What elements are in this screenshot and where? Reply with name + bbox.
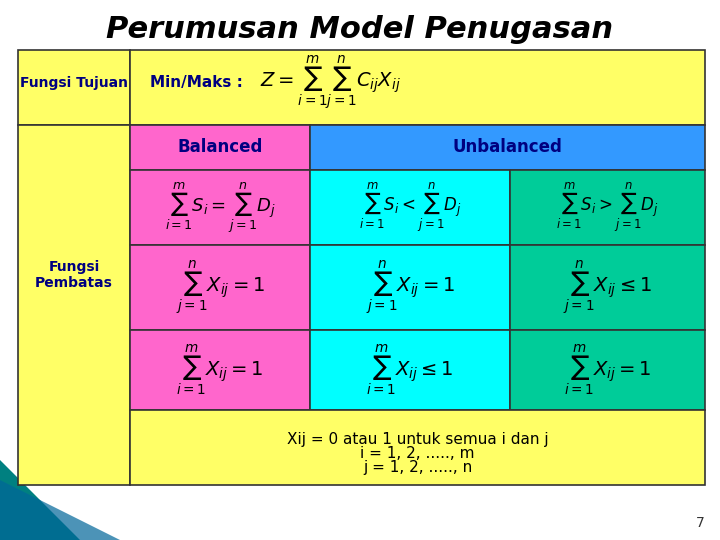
FancyBboxPatch shape <box>18 50 130 125</box>
Text: $\sum_{i=1}^{m} S_i > \sum_{j=1}^{n} D_j$: $\sum_{i=1}^{m} S_i > \sum_{j=1}^{n} D_j… <box>557 181 659 234</box>
FancyBboxPatch shape <box>130 50 705 125</box>
Text: 7: 7 <box>696 516 705 530</box>
FancyBboxPatch shape <box>130 245 310 330</box>
Text: $\sum_{j=1}^{n} X_{ij} = 1$: $\sum_{j=1}^{n} X_{ij} = 1$ <box>176 258 264 316</box>
Polygon shape <box>0 480 120 540</box>
Text: Fungsi
Pembatas: Fungsi Pembatas <box>35 260 113 290</box>
Text: $\sum_{j=1}^{n} X_{ij} \leq 1$: $\sum_{j=1}^{n} X_{ij} \leq 1$ <box>563 258 652 316</box>
FancyBboxPatch shape <box>130 170 310 245</box>
FancyBboxPatch shape <box>310 170 510 245</box>
Text: $\sum_{i=1}^{m} X_{ij} = 1$: $\sum_{i=1}^{m} X_{ij} = 1$ <box>564 342 651 397</box>
FancyBboxPatch shape <box>310 245 510 330</box>
Text: $\sum_{i=1}^{m} S_i < \sum_{j=1}^{n} D_j$: $\sum_{i=1}^{m} S_i < \sum_{j=1}^{n} D_j… <box>359 181 462 234</box>
FancyBboxPatch shape <box>18 125 130 485</box>
FancyBboxPatch shape <box>510 330 705 410</box>
Text: Xij = 0 atau 1 untuk semua i dan j: Xij = 0 atau 1 untuk semua i dan j <box>287 432 549 447</box>
FancyBboxPatch shape <box>130 410 705 485</box>
Text: Unbalanced: Unbalanced <box>453 138 562 157</box>
FancyBboxPatch shape <box>510 170 705 245</box>
FancyBboxPatch shape <box>310 330 510 410</box>
FancyBboxPatch shape <box>310 125 705 170</box>
Text: $\sum_{j=1}^{n} X_{ij} = 1$: $\sum_{j=1}^{n} X_{ij} = 1$ <box>366 258 454 316</box>
Text: j = 1, 2, ....., n: j = 1, 2, ....., n <box>363 460 472 475</box>
FancyBboxPatch shape <box>130 330 310 410</box>
Text: $\sum_{i=1}^{m} X_{ij} \leq 1$: $\sum_{i=1}^{m} X_{ij} \leq 1$ <box>366 342 454 397</box>
Text: Balanced: Balanced <box>177 138 263 157</box>
Text: $Z = \sum_{i=1}^{m} \sum_{j=1}^{n} C_{ij} X_{ij}$: $Z = \sum_{i=1}^{m} \sum_{j=1}^{n} C_{ij… <box>260 53 401 112</box>
FancyBboxPatch shape <box>130 125 310 170</box>
Text: Perumusan Model Penugasan: Perumusan Model Penugasan <box>107 16 613 44</box>
Text: $\sum_{i=1}^{m} S_i = \sum_{j=1}^{n} D_j$: $\sum_{i=1}^{m} S_i = \sum_{j=1}^{n} D_j… <box>165 180 276 235</box>
Text: $\sum_{i=1}^{m} X_{ij} = 1$: $\sum_{i=1}^{m} X_{ij} = 1$ <box>176 342 264 397</box>
Text: Min/Maks :: Min/Maks : <box>150 75 243 90</box>
FancyBboxPatch shape <box>510 245 705 330</box>
Text: i = 1, 2, ....., m: i = 1, 2, ....., m <box>360 446 474 461</box>
Polygon shape <box>0 460 80 540</box>
Text: Fungsi Tujuan: Fungsi Tujuan <box>20 76 128 90</box>
